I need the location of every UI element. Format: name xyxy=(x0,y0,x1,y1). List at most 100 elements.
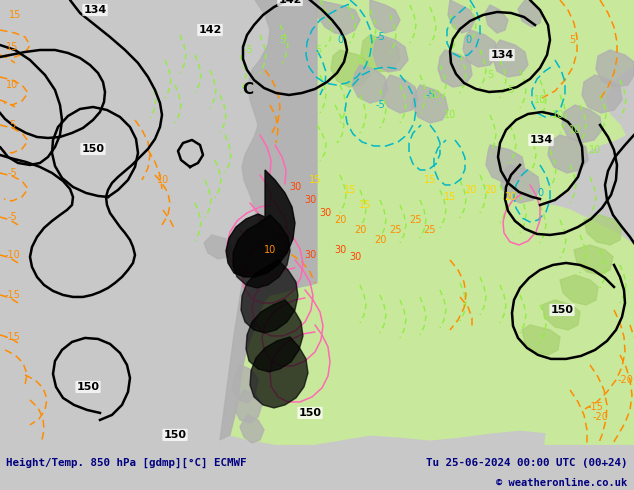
Text: 20: 20 xyxy=(334,215,346,225)
Text: 150: 150 xyxy=(77,382,100,392)
Polygon shape xyxy=(370,0,400,33)
Text: 10: 10 xyxy=(157,175,169,185)
Text: 10: 10 xyxy=(552,110,564,120)
Text: 20: 20 xyxy=(504,192,516,202)
Polygon shape xyxy=(438,50,472,87)
Polygon shape xyxy=(246,300,303,372)
Polygon shape xyxy=(226,170,295,277)
Text: C: C xyxy=(242,82,254,98)
Text: 30: 30 xyxy=(304,250,316,260)
Polygon shape xyxy=(317,0,355,30)
Polygon shape xyxy=(448,0,475,33)
Polygon shape xyxy=(463,30,498,67)
Text: 10: 10 xyxy=(429,90,441,100)
Text: 25: 25 xyxy=(424,225,436,235)
Text: 134: 134 xyxy=(529,135,553,145)
Text: -20: -20 xyxy=(592,412,608,422)
Text: 20: 20 xyxy=(484,185,496,195)
Polygon shape xyxy=(317,0,634,283)
Polygon shape xyxy=(501,165,540,203)
Text: 15: 15 xyxy=(424,175,436,185)
Polygon shape xyxy=(233,215,290,288)
Text: 10: 10 xyxy=(6,80,18,90)
Text: 25: 25 xyxy=(389,225,401,235)
Text: 15: 15 xyxy=(359,200,371,210)
Polygon shape xyxy=(352,65,388,103)
Text: 15: 15 xyxy=(6,42,18,52)
Text: 150: 150 xyxy=(299,408,321,418)
Text: 10: 10 xyxy=(589,145,601,155)
Text: -15: -15 xyxy=(4,332,20,342)
Polygon shape xyxy=(204,235,232,259)
Text: -5: -5 xyxy=(375,32,385,42)
Text: -5: -5 xyxy=(425,90,435,100)
Polygon shape xyxy=(232,365,258,403)
Text: -15: -15 xyxy=(587,402,603,412)
Polygon shape xyxy=(596,50,634,87)
Text: 134: 134 xyxy=(84,5,107,15)
Polygon shape xyxy=(522,325,560,355)
Text: 0: 0 xyxy=(337,35,343,45)
Polygon shape xyxy=(545,245,634,445)
Text: -5: -5 xyxy=(7,168,17,178)
Text: 5: 5 xyxy=(569,35,575,45)
Polygon shape xyxy=(382,75,418,113)
Text: 15: 15 xyxy=(9,10,21,20)
Text: 25: 25 xyxy=(409,215,421,225)
Text: 0: 0 xyxy=(465,35,471,45)
Text: 30: 30 xyxy=(289,182,301,192)
Text: 30: 30 xyxy=(319,208,331,218)
Text: 30: 30 xyxy=(349,252,361,262)
Text: 5: 5 xyxy=(279,35,285,45)
Text: 5: 5 xyxy=(9,120,15,130)
Text: 5: 5 xyxy=(487,70,493,80)
Polygon shape xyxy=(584,215,622,245)
Polygon shape xyxy=(574,245,613,275)
Text: 15: 15 xyxy=(444,192,456,202)
Polygon shape xyxy=(412,85,448,123)
Text: 150: 150 xyxy=(164,430,186,440)
Polygon shape xyxy=(220,0,317,440)
Text: 10: 10 xyxy=(264,245,276,255)
Polygon shape xyxy=(331,50,370,87)
Polygon shape xyxy=(485,5,508,33)
Text: 150: 150 xyxy=(550,305,574,315)
Text: -5: -5 xyxy=(243,45,253,55)
Text: -20: -20 xyxy=(617,375,633,385)
Text: 5: 5 xyxy=(357,55,363,65)
Text: 15: 15 xyxy=(309,175,321,185)
Text: 134: 134 xyxy=(490,50,514,60)
Polygon shape xyxy=(430,0,458,15)
Polygon shape xyxy=(250,337,308,408)
Text: 15: 15 xyxy=(344,185,356,195)
Text: 5: 5 xyxy=(507,85,513,95)
Polygon shape xyxy=(240,415,264,443)
Polygon shape xyxy=(235,390,262,423)
Polygon shape xyxy=(518,0,542,27)
Polygon shape xyxy=(317,0,360,35)
Polygon shape xyxy=(241,260,298,333)
Text: 0: 0 xyxy=(537,188,543,198)
Polygon shape xyxy=(542,300,580,330)
Text: -5: -5 xyxy=(7,212,17,222)
Text: 10: 10 xyxy=(569,125,581,135)
Text: 142: 142 xyxy=(198,25,222,35)
Text: 20: 20 xyxy=(374,235,386,245)
Text: Tu 25-06-2024 00:00 UTC (00+24): Tu 25-06-2024 00:00 UTC (00+24) xyxy=(426,458,628,467)
Polygon shape xyxy=(230,205,634,445)
Text: 20: 20 xyxy=(354,225,366,235)
Text: 5: 5 xyxy=(315,45,321,55)
Polygon shape xyxy=(548,135,588,173)
Text: 10: 10 xyxy=(444,110,456,120)
Polygon shape xyxy=(560,275,598,305)
Text: -5: -5 xyxy=(375,100,385,110)
Text: 142: 142 xyxy=(278,0,302,5)
Polygon shape xyxy=(361,35,400,72)
Text: 150: 150 xyxy=(82,144,105,154)
Text: 10: 10 xyxy=(534,95,546,105)
Text: 30: 30 xyxy=(304,195,316,205)
Text: © weatheronline.co.uk: © weatheronline.co.uk xyxy=(496,478,628,488)
Text: -15: -15 xyxy=(4,290,20,300)
Polygon shape xyxy=(380,0,415,20)
Polygon shape xyxy=(562,105,602,143)
